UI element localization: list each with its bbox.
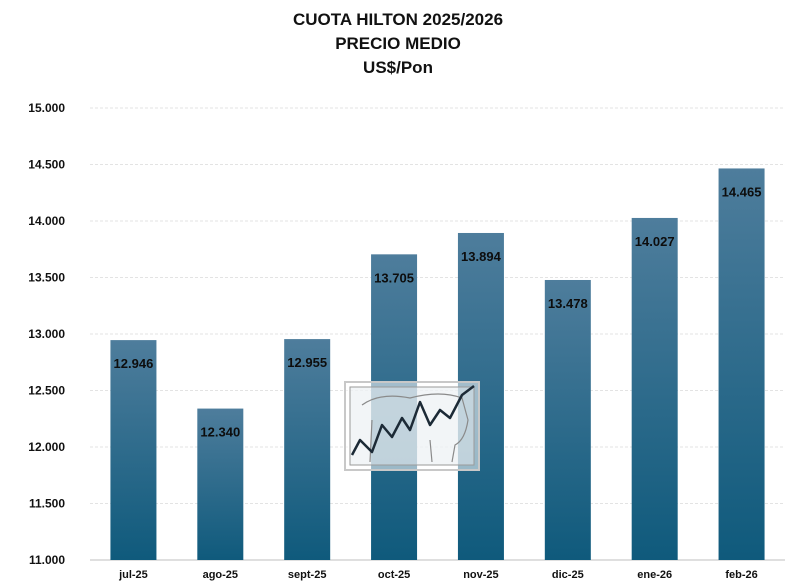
bar-ene-26 bbox=[631, 217, 678, 560]
data-label: 12.946 bbox=[114, 356, 154, 371]
bar-dic-25 bbox=[544, 279, 591, 560]
x-tick-label: jul-25 bbox=[118, 569, 148, 581]
x-tick-label: dic-25 bbox=[552, 569, 584, 581]
data-label: 12.955 bbox=[287, 355, 327, 370]
data-label: 12.340 bbox=[200, 425, 240, 440]
bar-sept-25 bbox=[284, 339, 331, 560]
bar-feb-26 bbox=[718, 168, 765, 560]
y-tick-label: 13.000 bbox=[28, 327, 65, 341]
chart-unit-label: US$/Pon bbox=[363, 58, 433, 77]
bar-jul-25 bbox=[110, 340, 157, 560]
x-tick-label: oct-25 bbox=[378, 569, 410, 581]
y-tick-label: 14.000 bbox=[28, 214, 65, 228]
y-tick-label: 12.000 bbox=[28, 440, 65, 454]
y-tick-label: 11.500 bbox=[29, 497, 65, 511]
x-tick-label: ene-26 bbox=[637, 569, 672, 581]
y-tick-label: 12.500 bbox=[28, 384, 65, 398]
x-tick-label: sept-25 bbox=[288, 569, 327, 581]
x-tick-label: feb-26 bbox=[725, 569, 757, 581]
y-tick-label: 15.000 bbox=[28, 101, 65, 115]
chart-titles: CUOTA HILTON 2025/2026 PRECIO MEDIO US$/… bbox=[0, 8, 796, 80]
y-tick-label: 11.000 bbox=[29, 553, 65, 567]
watermark-chart-icon bbox=[344, 381, 480, 471]
data-label: 13.478 bbox=[548, 296, 588, 311]
chart-subtitle: PRECIO MEDIO bbox=[335, 34, 461, 53]
bar-ago-25 bbox=[197, 408, 244, 560]
chart-title: CUOTA HILTON 2025/2026 bbox=[292, 10, 504, 29]
x-tick-label: nov-25 bbox=[463, 569, 498, 581]
x-tick-label: ago-25 bbox=[203, 569, 238, 581]
data-label: 13.705 bbox=[374, 270, 414, 285]
data-label: 14.465 bbox=[722, 184, 762, 199]
data-label: 13.894 bbox=[461, 249, 502, 264]
data-label: 14.027 bbox=[635, 234, 675, 249]
y-tick-label: 14.500 bbox=[28, 158, 65, 172]
y-tick-label: 13.500 bbox=[28, 271, 65, 285]
